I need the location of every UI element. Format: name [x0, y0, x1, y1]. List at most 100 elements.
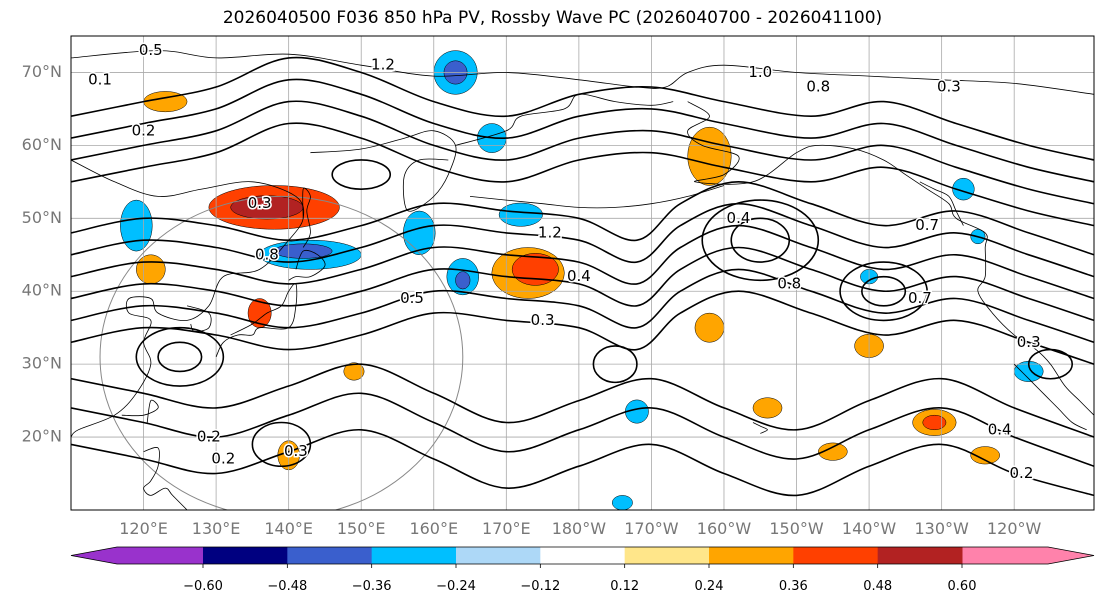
- lon-tick-label: 170°W: [624, 519, 679, 538]
- lon-tick-label: 120°E: [119, 519, 168, 538]
- colorbar-bin: [709, 547, 794, 564]
- pc-contours: [71, 56, 1094, 497]
- contour-label: 1.2: [538, 223, 562, 241]
- pv-anomaly-patch: [922, 414, 947, 431]
- pc-contour-ring: [1027, 348, 1074, 380]
- pv-anomaly-patch: [498, 202, 543, 227]
- pc-contour-ring: [331, 159, 392, 190]
- contour-label: 0.8: [777, 274, 801, 292]
- colorbar-bin: [203, 547, 288, 564]
- lat-tick-label: 40°N: [22, 281, 62, 300]
- lon-tick-label: 160°W: [697, 519, 752, 538]
- colorbar-tick-label: 0.12: [610, 579, 639, 594]
- lon-tick-label: 150°W: [769, 519, 824, 538]
- pc-contour-line: [71, 290, 1094, 365]
- colorbar-bin: [540, 547, 626, 564]
- lon-tick-label: 160°E: [409, 519, 458, 538]
- contour-label: 0.1: [88, 70, 112, 88]
- pc-contour-ring: [839, 261, 928, 322]
- colorbar-tick-label: −0.48: [267, 579, 307, 594]
- lon-tick-label: 130°W: [914, 519, 969, 538]
- range-circle: [99, 195, 464, 510]
- contour-label: 0.3: [937, 78, 961, 96]
- lon-tick-label: 180°W: [552, 519, 607, 538]
- lon-tick-label: 130°E: [192, 519, 241, 538]
- lat-tick-label: 60°N: [22, 135, 62, 154]
- coastline: [71, 159, 305, 438]
- pc-contour-line: [71, 100, 1094, 205]
- contour-label: 1.0: [748, 63, 772, 81]
- longitude-axis: 120°E 130°E 140°E 150°E 160°E 170°E 180°W 170°W…: [119, 519, 1041, 538]
- lat-tick-label: 70°N: [22, 62, 62, 81]
- contour-label: 0.4: [567, 267, 591, 285]
- pc-contour-ring: [251, 421, 312, 468]
- contour-label: 0.3: [531, 311, 555, 329]
- contour-label: 0.7: [915, 216, 939, 234]
- coastline: [687, 101, 1094, 416]
- contour-label: 0.5: [139, 41, 163, 59]
- coastline: [469, 185, 725, 209]
- coastline: [919, 181, 964, 226]
- pv-anomaly-patch: [611, 495, 633, 510]
- colorbar: −0.60 −0.48 −0.36 −0.24 −0.12 0.12 0.24 0.36 0.4…: [70, 546, 1095, 594]
- colorbar-bin: [287, 547, 373, 564]
- map-frame: [70, 35, 1095, 511]
- contour-label: 1.2: [371, 56, 395, 74]
- colorbar-bin: [793, 547, 879, 564]
- pc-contour-ring: [730, 217, 791, 263]
- pv-anomaly-patch: [687, 126, 732, 186]
- contour-label: 0.8: [806, 78, 830, 96]
- latitude-axis: 70°N 60°N 50°N 40°N 30°N 20°N: [22, 62, 62, 446]
- colorbar-extend-high: [1048, 547, 1094, 564]
- pc-contour-line: [71, 392, 1094, 467]
- contour-label: 0.8: [255, 245, 279, 263]
- colorbar-bin: [962, 547, 1048, 564]
- pc-contour-ring: [157, 341, 203, 373]
- coastline: [302, 187, 311, 248]
- pc-contour-line: [71, 224, 1094, 300]
- map-title: 2026040500 F036 850 hPa PV, Rossby Wave …: [222, 8, 883, 28]
- pv-anomaly-patch: [455, 271, 471, 290]
- pv-shading-layer: [120, 50, 1044, 510]
- coastline: [455, 93, 674, 146]
- coastline: [310, 130, 457, 212]
- lon-tick-label: 120°W: [987, 519, 1042, 538]
- pc-contour-line: [71, 363, 1094, 438]
- pc-contour-line: [71, 122, 1094, 227]
- colorbar-tick-label: 0.48: [863, 579, 892, 594]
- lon-tick-label: 140°W: [842, 519, 897, 538]
- colorbar-bin: [877, 547, 963, 564]
- lon-tick-label: 150°E: [337, 519, 386, 538]
- colorbar-tick-label: −0.60: [183, 579, 223, 594]
- pv-anomaly-patch: [952, 177, 975, 201]
- coastline: [1013, 363, 1087, 431]
- pc-contour-line: [71, 246, 1094, 322]
- pc-contour-ring: [135, 326, 225, 387]
- pc-contour-ring: [861, 275, 907, 307]
- graticule: [71, 36, 1094, 510]
- colorbar-bin: [456, 547, 541, 564]
- pv-anomaly-patch: [136, 254, 166, 285]
- coastline: [752, 422, 768, 434]
- contour-label: 0.2: [1010, 464, 1034, 482]
- lat-tick-label: 50°N: [22, 208, 62, 227]
- colorbar-outline: [70, 546, 1095, 565]
- colorbar-bin: [624, 547, 710, 564]
- pv-anomaly-patch: [752, 397, 783, 419]
- contour-label: 0.3: [248, 194, 272, 212]
- coastline: [143, 447, 188, 510]
- lat-tick-label: 30°N: [22, 354, 62, 373]
- pc-contour-line: [71, 78, 1094, 183]
- lat-tick-label: 20°N: [22, 427, 62, 446]
- pv-anomaly-patch: [818, 442, 848, 461]
- pc-contour-line: [71, 428, 1094, 497]
- pc-contour-line: [71, 180, 1094, 256]
- pc-contour-line: [71, 56, 1094, 161]
- contour-label: 0.5: [400, 289, 424, 307]
- contour-label: 0.3: [1017, 333, 1041, 351]
- contour-label: 0.7: [908, 289, 932, 307]
- lon-tick-label: 170°E: [482, 519, 531, 538]
- colorbar-tick-label: −0.36: [352, 579, 392, 594]
- lon-tick-label: 140°E: [264, 519, 313, 538]
- colorbar-tick-label: 0.36: [779, 579, 808, 594]
